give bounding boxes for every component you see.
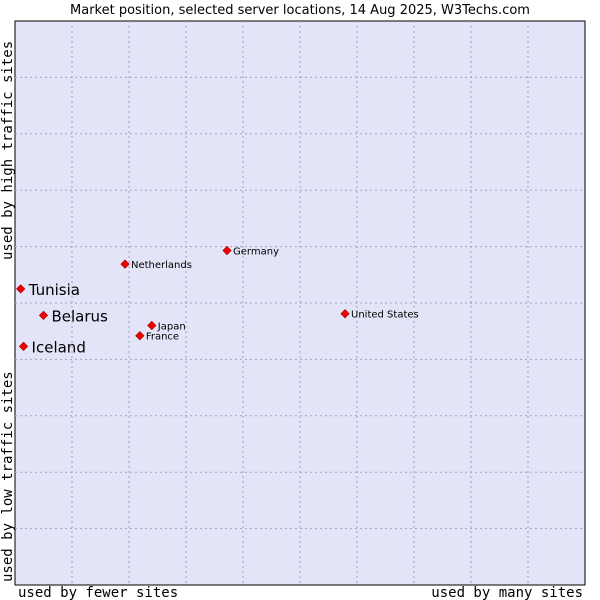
point-label-netherlands: Netherlands (131, 260, 192, 271)
point-label-iceland: Iceland (32, 338, 86, 356)
point-united-states: United States (341, 310, 419, 321)
point-netherlands: Netherlands (121, 260, 192, 271)
point-label-belarus: Belarus (52, 307, 109, 325)
x-axis-label-right: used by many sites (431, 585, 583, 600)
y-axis-label-top: used by high traffic sites (0, 41, 16, 260)
point-label-france: France (146, 332, 179, 343)
x-axis-label-left: used by fewer sites (18, 585, 178, 600)
point-label-tunisia: Tunisia (28, 281, 80, 299)
point-label-united-states: United States (351, 310, 419, 321)
y-axis-label-bottom: used by low traffic sites (0, 371, 16, 582)
point-label-germany: Germany (233, 247, 279, 258)
chart-title: Market position, selected server locatio… (70, 3, 530, 18)
market-position-chart: Market position, selected server locatio… (0, 0, 600, 600)
